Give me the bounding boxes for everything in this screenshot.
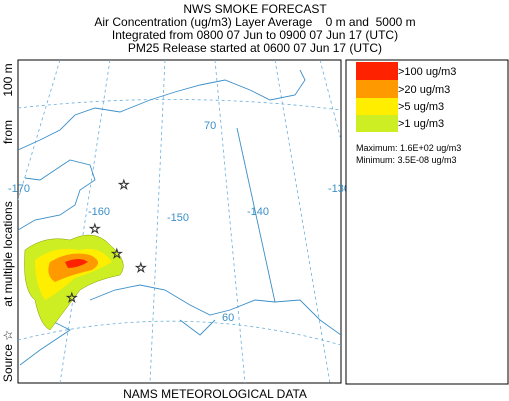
graticule-label: -160	[88, 206, 110, 218]
coastline	[19, 127, 341, 366]
smoke-plume	[65, 259, 88, 268]
legend: >100 ug/m3 >20 ug/m3 >5 ug/m3 >1 ug/m3 M…	[345, 59, 509, 385]
graticule-label: -140	[247, 206, 269, 218]
graticule-label: 60	[222, 312, 234, 324]
graticule	[18, 60, 341, 383]
graticule-label: -150	[167, 212, 189, 224]
side-label: from	[1, 120, 15, 144]
svg-text:☆: ☆	[89, 221, 101, 236]
side-label: at multiple locations	[1, 201, 15, 306]
legend-max: Maximum: 1.6E+02 ug/m3	[356, 143, 461, 153]
legend-swatch	[356, 115, 398, 132]
svg-text:☆: ☆	[66, 290, 78, 305]
map: ☆ ☆ ☆ ☆ ☆ -170 -160 -150 -140 -130 70 60	[8, 59, 350, 384]
title: NWS SMOKE FORECAST	[183, 2, 327, 16]
svg-text:☆: ☆	[135, 260, 147, 275]
subtitle: PM25 Release started at 0600 07 Jun 17 (…	[128, 41, 382, 55]
legend-label: >20 ug/m3	[398, 84, 450, 96]
svg-text:☆: ☆	[111, 246, 123, 261]
legend-label: >1 ug/m3	[398, 118, 444, 130]
graticule-label: -130	[328, 183, 350, 195]
legend-swatch	[356, 98, 398, 115]
side-label: 100 m	[1, 63, 15, 96]
subtitle: Air Concentration (ug/m3) Layer Average …	[94, 15, 415, 29]
subtitle: Integrated from 0800 07 Jun to 0900 07 J…	[112, 28, 398, 42]
svg-text:☆: ☆	[118, 177, 130, 192]
legend-min: Minimum: 3.5E-08 ug/m3	[356, 155, 457, 165]
graticule-label: -170	[8, 183, 30, 195]
graticule-label: 70	[204, 120, 216, 132]
coastline	[18, 69, 306, 231]
legend-swatch	[356, 80, 398, 98]
source-markers: ☆ ☆ ☆ ☆ ☆	[66, 177, 147, 306]
side-label: Source ☆	[1, 330, 15, 382]
footer: NAMS METEOROLOGICAL DATA	[123, 387, 307, 401]
legend-label: >5 ug/m3	[398, 101, 444, 113]
legend-swatch	[356, 62, 398, 80]
legend-label: >100 ug/m3	[398, 66, 456, 78]
graticule	[18, 99, 341, 346]
